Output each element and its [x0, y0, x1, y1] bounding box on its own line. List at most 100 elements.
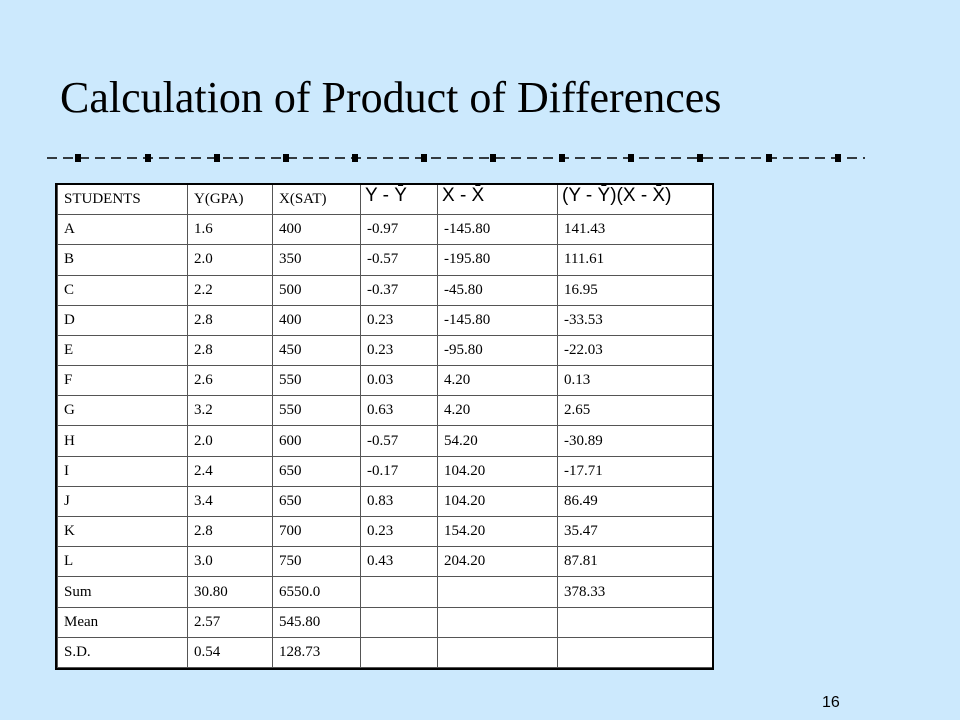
data-table: STUDENTS Y(GPA) X(SAT) Y - Ȳ X - X̄ (Y - Ȳ)…: [57, 185, 713, 669]
header-row: STUDENTS Y(GPA) X(SAT) Y - Ȳ X - X̄ (Y - Ȳ)…: [57, 185, 713, 216]
table-cell: -195.80: [437, 244, 558, 276]
table-cell: 750: [272, 546, 361, 578]
rule-markers: [75, 154, 841, 162]
header-cell: STUDENTS: [57, 185, 188, 216]
table-cell: [437, 606, 558, 638]
table-cell: -145.80: [437, 304, 558, 336]
table-cell: 0.13: [557, 365, 713, 397]
table-cell: 104.20: [437, 455, 558, 487]
header-cell: Y(GPA): [187, 185, 273, 216]
table-cell: 2.65: [557, 395, 713, 427]
table-cell: 2.0: [187, 244, 273, 276]
table-cell: D: [57, 304, 188, 336]
table-cell: L: [57, 546, 188, 578]
table-cell: 2.6: [187, 365, 273, 397]
table-cell: 2.0: [187, 425, 273, 457]
table-cell: 0.83: [360, 485, 438, 518]
table-cell: 3.4: [187, 485, 273, 518]
table-row: S.D. 0.54 128.73: [57, 636, 713, 669]
table-cell: 0.03: [360, 365, 438, 397]
table-cell: 87.81: [557, 546, 713, 578]
table-cell: S.D.: [57, 636, 188, 669]
table-cell: 204.20: [437, 546, 558, 578]
table-cell: [437, 636, 558, 669]
table-cell: 2.4: [187, 455, 273, 487]
table-cell: 600: [272, 425, 361, 457]
table-cell: -45.80: [437, 274, 558, 306]
table-cell: 700: [272, 516, 361, 548]
table-cell: -0.57: [360, 244, 438, 276]
table-cell: 450: [272, 334, 361, 367]
table-cell: 86.49: [557, 485, 713, 518]
table-cell: -145.80: [437, 214, 558, 246]
table-cell: 16.95: [557, 274, 713, 306]
table-cell: 0.23: [360, 304, 438, 336]
table-cell: [360, 606, 438, 638]
table-cell: 500: [272, 274, 361, 306]
table-cell: [557, 636, 713, 669]
table-cell: -0.37: [360, 274, 438, 306]
table-cell: 650: [272, 455, 361, 487]
table-cell: E: [57, 334, 188, 367]
table-row: B 2.0 350 -0.57 -195.80 111.61: [57, 244, 713, 276]
table-row: A 1.6 400 -0.97 -145.80 141.43: [57, 214, 713, 246]
table-cell: 154.20: [437, 516, 558, 548]
table-cell: -95.80: [437, 334, 558, 367]
table-cell: I: [57, 455, 188, 487]
table-cell: 35.47: [557, 516, 713, 548]
table-row: J 3.4 650 0.83 104.20 86.49: [57, 485, 713, 518]
table-cell: 2.8: [187, 304, 273, 336]
header-cell: X(SAT): [272, 185, 361, 216]
table-cell: 30.80: [187, 576, 273, 608]
table-cell: Mean: [57, 606, 188, 638]
table-row: F 2.6 550 0.03 4.20 0.13: [57, 365, 713, 397]
table-row: I 2.4 650 -0.17 104.20 -17.71: [57, 455, 713, 487]
table-cell: 128.73: [272, 636, 361, 669]
table-row: C 2.2 500 -0.37 -45.80 16.95: [57, 274, 713, 306]
table-cell: F: [57, 365, 188, 397]
table-row: Sum 30.80 6550.0 378.33: [57, 576, 713, 608]
table-cell: 2.57: [187, 606, 273, 638]
table-cell: 3.0: [187, 546, 273, 578]
table-cell: -0.17: [360, 455, 438, 487]
table-cell: 141.43: [557, 214, 713, 246]
table-cell: 0.23: [360, 516, 438, 548]
table-row: G 3.2 550 0.63 4.20 2.65: [57, 395, 713, 427]
header-cell: (Y - Ȳ)(X - X̄): [557, 185, 713, 216]
header-cell: Y - Ȳ: [360, 185, 438, 216]
table-cell: 104.20: [437, 485, 558, 518]
table-cell: 0.54: [187, 636, 273, 669]
table-cell: 2.8: [187, 516, 273, 548]
table-cell: [557, 606, 713, 638]
slide-title: Calculation of Product of Differences: [60, 73, 722, 122]
table-cell: 6550.0: [272, 576, 361, 608]
table-row: Mean 2.57 545.80: [57, 606, 713, 638]
table-cell: 400: [272, 214, 361, 246]
table-cell: 0.63: [360, 395, 438, 427]
table-cell: K: [57, 516, 188, 548]
table-cell: 111.61: [557, 244, 713, 276]
table-cell: 2.2: [187, 274, 273, 306]
table-cell: 4.20: [437, 395, 558, 427]
table-cell: C: [57, 274, 188, 306]
table-cell: 550: [272, 395, 361, 427]
table-cell: 1.6: [187, 214, 273, 246]
table-cell: 550: [272, 365, 361, 397]
table-cell: 650: [272, 485, 361, 518]
table-cell: [360, 636, 438, 669]
table-cell: 545.80: [272, 606, 361, 638]
header-cell: X - X̄: [437, 185, 558, 216]
table-cell: 2.8: [187, 334, 273, 367]
table-row: D 2.8 400 0.23 -145.80 -33.53: [57, 304, 713, 336]
table-cell: 0.43: [360, 546, 438, 578]
table-cell: -0.97: [360, 214, 438, 246]
table-cell: 54.20: [437, 425, 558, 457]
table-cell: -30.89: [557, 425, 713, 457]
table-cell: -17.71: [557, 455, 713, 487]
table-cell: [360, 576, 438, 608]
table-cell: 400: [272, 304, 361, 336]
table-cell: 350: [272, 244, 361, 276]
table-cell: G: [57, 395, 188, 427]
